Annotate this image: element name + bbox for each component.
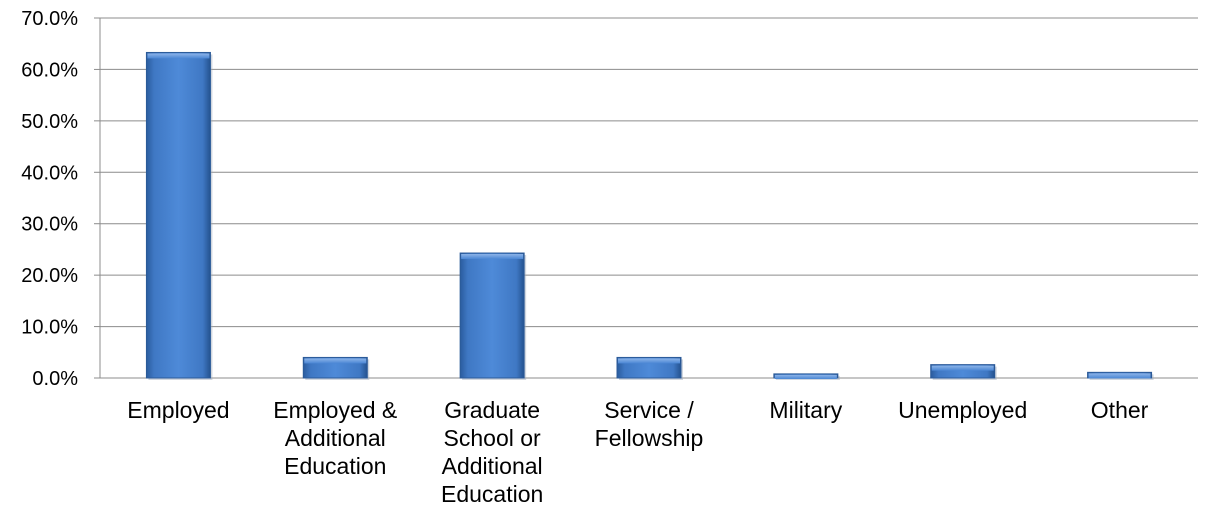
- y-tick-label: 70.0%: [21, 8, 78, 30]
- x-category-label: Unemployed: [898, 397, 1027, 423]
- x-category-label: Other: [1091, 397, 1149, 423]
- x-category-label-line: Graduate: [444, 397, 540, 423]
- x-category-label: Military: [769, 397, 842, 423]
- y-tick-label: 20.0%: [21, 265, 78, 287]
- x-category-label: Graduate School or Additional Education: [441, 397, 543, 507]
- bar-body: [459, 252, 525, 379]
- x-category-label-line: Fellowship: [595, 425, 704, 451]
- y-tick-label: 10.0%: [21, 317, 78, 339]
- bar-top-bevel: [147, 53, 210, 59]
- bar-top-bevel: [931, 365, 994, 371]
- y-tick-label: 0.0%: [32, 368, 78, 390]
- x-category-label-line: Additional: [285, 425, 386, 451]
- bar-body: [145, 51, 211, 379]
- bar: [459, 252, 527, 380]
- bar-top-bevel: [304, 358, 367, 364]
- bar: [302, 356, 370, 380]
- x-category-label-line: Service /: [604, 397, 694, 423]
- x-category-labels: Employed Employed & Additional EducationGra…: [127, 397, 1148, 507]
- gridlines: [100, 17, 1198, 328]
- bar-top-bevel: [618, 358, 680, 364]
- bar-top-bevel: [1088, 373, 1151, 379]
- x-category-label: Employed & Additional Education: [273, 397, 397, 479]
- bar-top-bevel: [774, 374, 837, 379]
- x-category-label-line: Education: [441, 481, 543, 507]
- y-tick-label: 30.0%: [21, 214, 78, 236]
- y-tick-label: 50.0%: [21, 111, 78, 133]
- bar: [773, 373, 840, 380]
- y-tick-labels: 0.0% 10.0% 20.0% 30.0% 40.0% 50.0% 60.0% 70.0%: [21, 8, 78, 390]
- x-category-label: Service / Fellowship: [595, 397, 704, 451]
- bar-top-bevel: [461, 254, 524, 260]
- x-category-label-line: Education: [284, 453, 386, 479]
- bars: [145, 51, 1154, 380]
- x-category-label-line: Military: [769, 397, 842, 423]
- x-category-label: Employed: [127, 397, 229, 423]
- x-category-label-line: School or: [444, 425, 542, 451]
- bar: [616, 356, 683, 380]
- axes: [94, 17, 1198, 379]
- x-category-label-line: Additional: [442, 453, 543, 479]
- x-category-label-line: Employed &: [273, 397, 397, 423]
- x-category-label-line: Unemployed: [898, 397, 1027, 423]
- y-tick-label: 40.0%: [21, 162, 78, 184]
- y-tick-label: 60.0%: [21, 59, 78, 81]
- bar: [930, 364, 997, 380]
- x-category-label-line: Other: [1091, 397, 1149, 423]
- x-category-label-line: Employed: [127, 397, 229, 423]
- bar: [145, 51, 213, 380]
- bar: [1087, 371, 1154, 380]
